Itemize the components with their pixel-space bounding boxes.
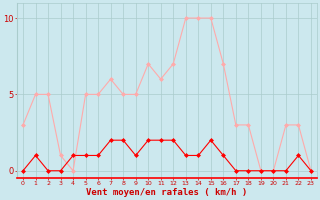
X-axis label: Vent moyen/en rafales ( km/h ): Vent moyen/en rafales ( km/h ) [86, 188, 248, 197]
